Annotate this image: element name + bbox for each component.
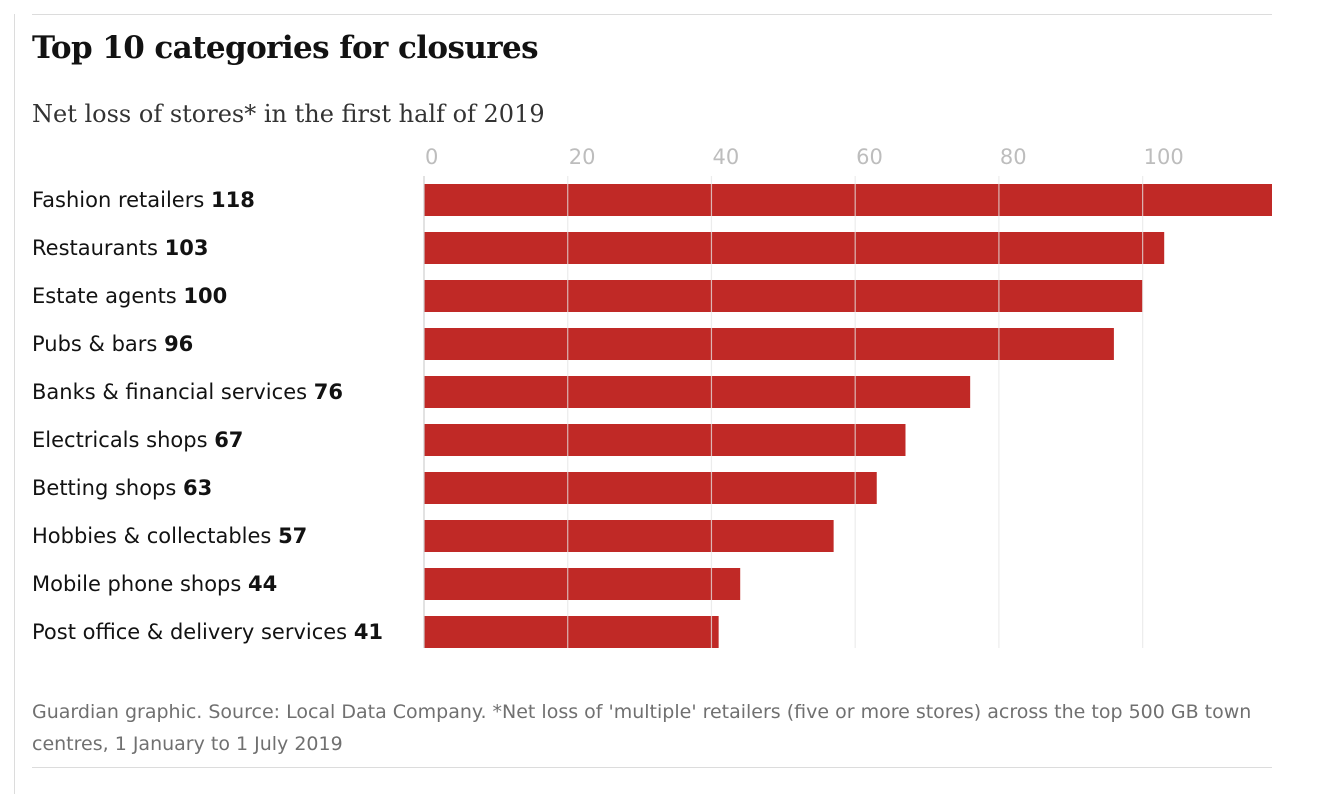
category-label: Restaurants 103 [32, 236, 208, 260]
category-name: Betting shops [32, 476, 183, 500]
x-tick-label: 20 [569, 145, 596, 169]
x-tick-label: 60 [856, 145, 883, 169]
value-label: 103 [165, 236, 209, 260]
category-label: Pubs & bars 96 [32, 332, 193, 356]
bar-chart: 0 20 40 60 80 100 Fashion retailers 118Restau… [32, 145, 1272, 648]
x-tick-label: 0 [425, 145, 438, 169]
value-label: 118 [211, 188, 255, 212]
category-label: Mobile phone shops 44 [32, 572, 277, 596]
category-label: Banks & financial services 76 [32, 380, 343, 404]
value-label: 76 [314, 380, 343, 404]
bar [424, 280, 1143, 312]
value-label: 41 [354, 620, 383, 644]
x-tick-label: 80 [1000, 145, 1027, 169]
chart-title: Top 10 categories for closures [32, 30, 539, 66]
category-label: Fashion retailers 118 [32, 188, 255, 212]
x-tick-label: 40 [712, 145, 739, 169]
category-label: Post office & delivery services 41 [32, 620, 383, 644]
left-border-rule [14, 14, 15, 794]
value-label: 44 [248, 572, 277, 596]
chart-subtitle: Net loss of stores* in the first half of… [32, 100, 545, 128]
bar [424, 616, 719, 648]
value-label: 100 [183, 284, 227, 308]
bottom-divider [32, 767, 1272, 768]
bar [424, 376, 971, 408]
value-label: 67 [214, 428, 243, 452]
bar [424, 424, 906, 456]
category-name: Fashion retailers [32, 188, 211, 212]
category-label: Estate agents 100 [32, 284, 227, 308]
category-label: Betting shops 63 [32, 476, 212, 500]
bar [424, 568, 741, 600]
category-name: Mobile phone shops [32, 572, 248, 596]
source-footnote: Guardian graphic. Source: Local Data Com… [32, 701, 1252, 755]
bar [424, 232, 1165, 264]
value-label: 57 [278, 524, 307, 548]
bar [424, 520, 834, 552]
value-label: 63 [183, 476, 212, 500]
x-tick-label: 100 [1144, 145, 1184, 169]
value-label: 96 [164, 332, 193, 356]
category-name: Banks & financial services [32, 380, 314, 404]
category-name: Restaurants [32, 236, 165, 260]
bar [424, 472, 877, 504]
category-name: Electricals shops [32, 428, 214, 452]
category-label: Hobbies & collectables 57 [32, 524, 307, 548]
bar [424, 328, 1114, 360]
category-name: Pubs & bars [32, 332, 164, 356]
category-name: Post office & delivery services [32, 620, 354, 644]
category-label: Electricals shops 67 [32, 428, 243, 452]
top-divider [32, 14, 1272, 15]
bar [424, 184, 1272, 216]
category-name: Estate agents [32, 284, 183, 308]
category-name: Hobbies & collectables [32, 524, 278, 548]
